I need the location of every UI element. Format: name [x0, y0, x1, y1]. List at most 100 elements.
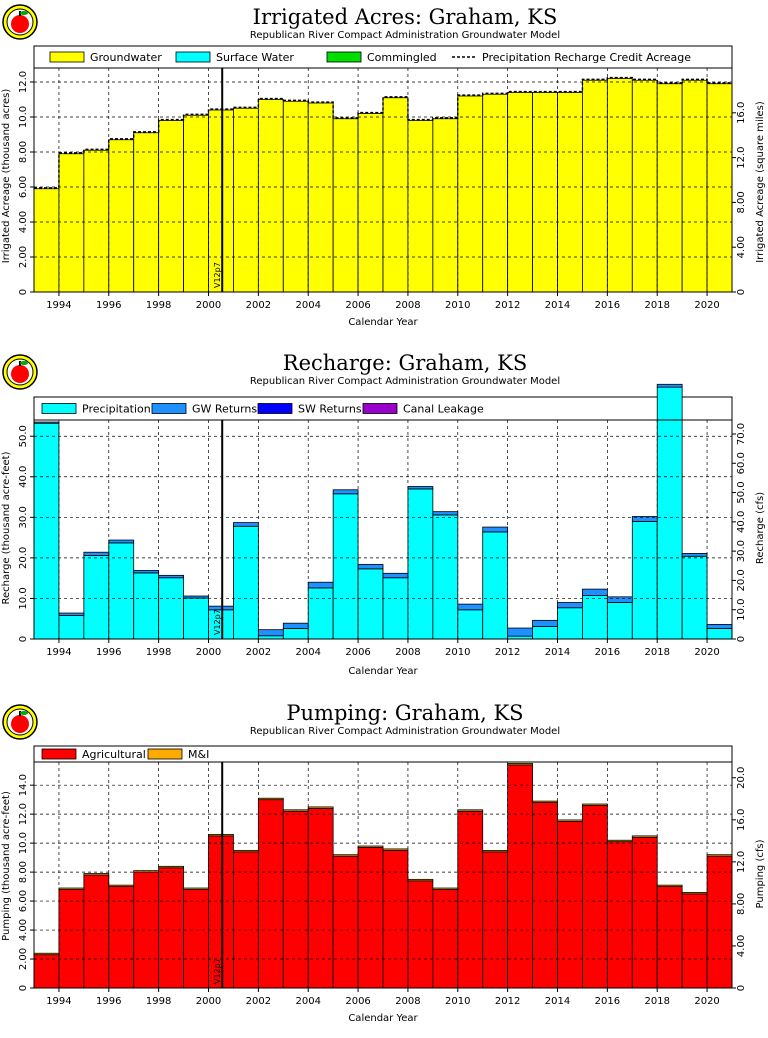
x-tick-label: 2012 — [495, 300, 520, 311]
bar-groundwater — [631, 79, 658, 293]
x-tick-label: 2014 — [545, 996, 570, 1007]
bar-groundwater — [532, 92, 558, 293]
legend-label: SW Returns — [298, 403, 362, 416]
apple-logo-icon — [2, 4, 38, 40]
y-axis-label: Recharge (thousand acre-feet) — [1, 451, 12, 604]
irrigated-acres-panel: Irrigated Acres: Graham, KS Republican R… — [0, 0, 768, 340]
y2-axis: 0 4.00 8.00 12.0 16.0 20.0 — [732, 767, 747, 991]
bar-precipitation — [307, 587, 334, 640]
bar-groundwater — [382, 97, 409, 293]
bar-gw-returns — [257, 629, 284, 637]
y2-tick-label: 50.0 — [736, 481, 747, 503]
legend-swatch — [41, 748, 77, 760]
chart-title: Pumping: Graham, KS — [286, 701, 523, 725]
bar-precipitation — [557, 607, 583, 640]
x-tick-label: 2016 — [595, 647, 620, 658]
bar-groundwater — [332, 118, 359, 293]
y-tick-label: 2.00 — [18, 948, 29, 970]
bar-groundwater — [582, 79, 608, 293]
bar-groundwater — [681, 79, 708, 293]
bar-precipitation — [158, 577, 184, 640]
apple-logo-icon — [2, 354, 38, 390]
plot-area: V12p7 — [33, 761, 733, 989]
bar-precipitation — [282, 628, 309, 640]
bar-gw-returns — [357, 563, 384, 570]
x-tick-label: 2014 — [545, 647, 570, 658]
legend-swatch — [147, 748, 183, 760]
bar-m-i — [507, 763, 533, 766]
bar-agricultural — [507, 764, 533, 989]
bar-m-i — [307, 806, 334, 809]
x-tick-label: 2020 — [694, 300, 719, 311]
x-tick-label: 1996 — [96, 996, 121, 1007]
recharge-chart: Recharge: Graham, KS Republican River Co… — [1, 351, 766, 677]
y-tick-label: 0 — [18, 985, 29, 991]
y2-axis-label: Recharge (cfs) — [755, 492, 766, 564]
bar-m-i — [582, 803, 608, 806]
y-tick-label: 30.0 — [18, 506, 29, 528]
bar-groundwater — [507, 92, 533, 293]
bar-m-i — [257, 797, 284, 801]
bar-groundwater — [233, 107, 259, 293]
x-tick-label: 2000 — [196, 647, 221, 658]
bar-gw-returns — [58, 612, 85, 616]
legend-label: Precipitation Recharge Credit Acreage — [482, 51, 691, 64]
bar-precipitation — [208, 609, 234, 640]
bar-precipitation — [681, 555, 708, 640]
legend-swatch — [175, 51, 211, 63]
plot-frame — [33, 761, 733, 989]
y-tick-label: 50.0 — [18, 425, 29, 447]
bar-precipitation — [407, 488, 434, 640]
x-tick-label: 2020 — [694, 647, 719, 658]
x-tick-label: 2010 — [445, 300, 470, 311]
bar-gw-returns — [382, 572, 409, 579]
bar-precipitation — [482, 531, 509, 640]
bar-m-i — [282, 809, 309, 812]
bar-m-i — [407, 878, 434, 882]
y-tick-label: 12.0 — [18, 803, 29, 825]
y2-axis: 0 4.00 8.00 12.0 16.0 — [732, 102, 747, 295]
bar-precipitation — [656, 386, 683, 640]
x-tick-label: 2002 — [246, 300, 271, 311]
y2-tick-label: 0 — [736, 289, 747, 295]
legend-label: Groundwater — [90, 51, 162, 64]
plot-area: V12p7 — [33, 67, 733, 293]
bar-groundwater — [282, 100, 309, 293]
model-version-label: V12p7 — [213, 609, 222, 635]
bar-gw-returns — [507, 627, 533, 637]
bar-agricultural — [432, 889, 459, 989]
bar-gw-returns — [482, 526, 509, 533]
y2-tick-label: 12.0 — [736, 851, 747, 873]
legend-label: Precipitation — [82, 403, 151, 416]
y2-tick-label: 0 — [736, 636, 747, 642]
y-tick-label: 12.0 — [18, 71, 29, 93]
bar-m-i — [58, 887, 85, 890]
bar-m-i — [382, 848, 409, 851]
bar-groundwater — [706, 83, 733, 293]
y2-tick-label: 70.0 — [736, 423, 747, 445]
bar-precipitation — [382, 577, 409, 640]
bar-m-i — [233, 849, 259, 853]
x-tick-label: 2006 — [345, 647, 370, 658]
legend-swatch — [257, 403, 293, 414]
x-tick-label: 2000 — [196, 996, 221, 1007]
bar-precipitation — [58, 615, 85, 640]
bar-groundwater — [457, 95, 484, 293]
plot-area: V12p7 — [33, 383, 733, 640]
chart-legend: Precipitation GW Returns SW Returns Canal L… — [33, 396, 733, 421]
x-tick-label: 1998 — [146, 300, 171, 311]
bar-groundwater — [656, 83, 683, 293]
bar-agricultural — [706, 855, 733, 989]
bar-agricultural — [183, 889, 209, 989]
y-tick-label: 2.00 — [18, 246, 29, 268]
x-tick-label: 2014 — [545, 300, 570, 311]
y-axis: 0 10.0 20.0 30.0 40.0 50.0 — [18, 425, 34, 642]
bar-groundwater — [307, 102, 334, 293]
y-axis-label: Pumping (thousand acre-feet) — [1, 791, 12, 941]
y-tick-label: 40.0 — [18, 466, 29, 488]
y2-tick-label: 0 — [736, 985, 747, 991]
plot-frame — [33, 67, 733, 293]
x-tick-label: 2008 — [395, 647, 420, 658]
bar-precipitation — [582, 595, 608, 640]
bar-groundwater — [257, 99, 284, 293]
